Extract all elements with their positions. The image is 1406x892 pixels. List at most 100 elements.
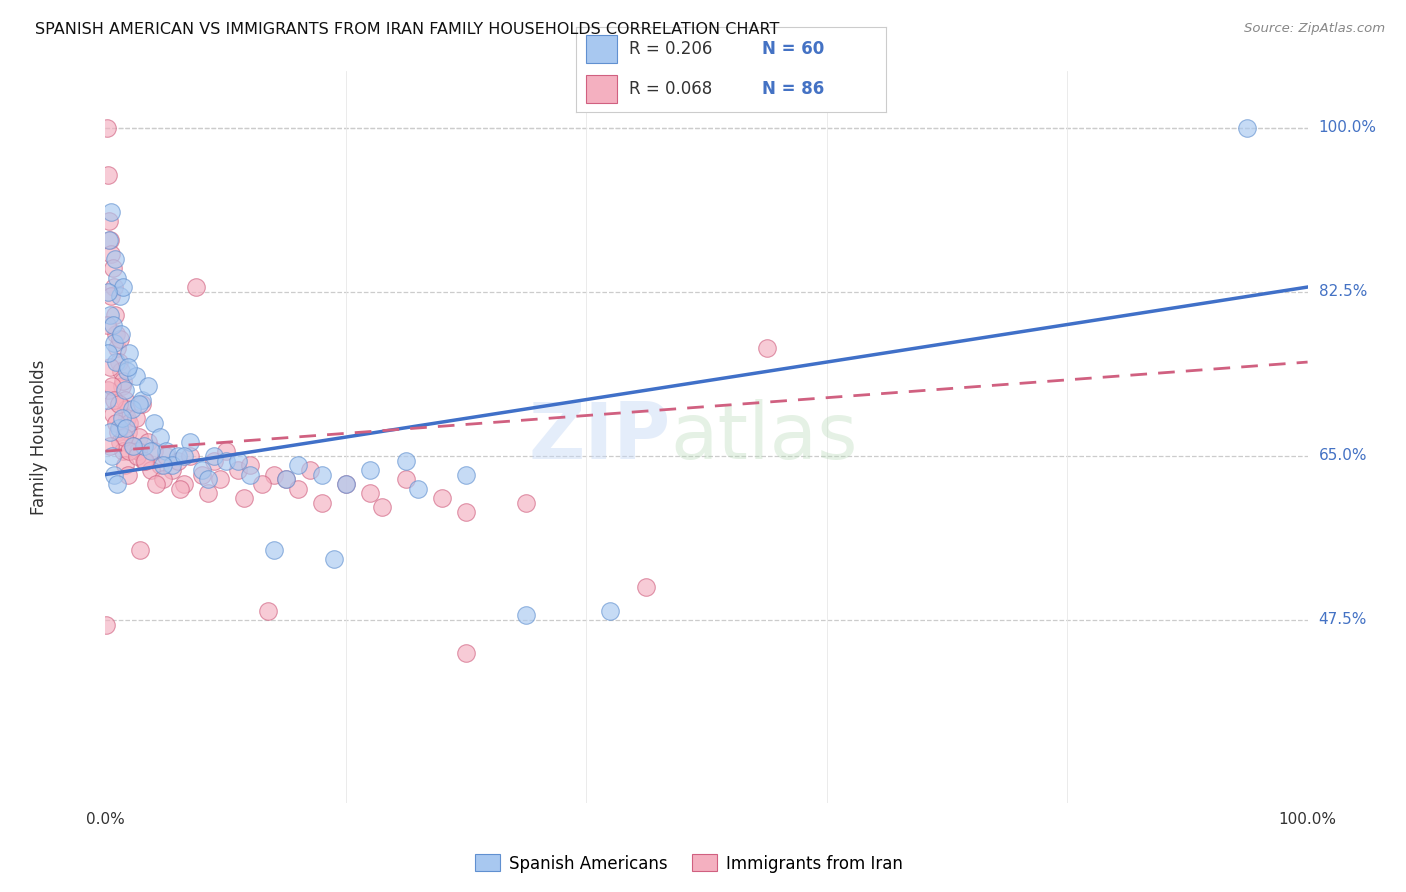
Point xyxy=(197,486,219,500)
Point xyxy=(395,453,418,467)
Point xyxy=(112,374,135,388)
Point xyxy=(274,472,297,486)
Text: R = 0.206: R = 0.206 xyxy=(628,40,713,58)
Point xyxy=(107,420,129,434)
Point xyxy=(395,472,418,486)
Point xyxy=(103,392,125,407)
Text: 82.5%: 82.5% xyxy=(1319,285,1367,299)
Point xyxy=(166,449,188,463)
Point xyxy=(298,463,321,477)
Text: N = 60: N = 60 xyxy=(762,40,824,58)
Point xyxy=(129,542,152,557)
Point xyxy=(173,477,195,491)
Point xyxy=(152,472,174,486)
Point xyxy=(104,252,127,266)
Point xyxy=(335,477,357,491)
Point xyxy=(117,425,139,440)
Text: 100.0%: 100.0% xyxy=(1278,813,1337,827)
Point xyxy=(202,449,225,463)
Point xyxy=(108,397,131,411)
Point xyxy=(125,449,148,463)
Point xyxy=(454,646,477,660)
Point xyxy=(128,397,150,411)
Point xyxy=(160,463,183,477)
Point xyxy=(112,280,135,294)
Point xyxy=(190,463,212,477)
Point xyxy=(359,463,381,477)
Point xyxy=(311,496,333,510)
Point xyxy=(322,552,344,566)
Point xyxy=(124,369,146,384)
Point xyxy=(287,458,309,473)
Point xyxy=(114,392,136,407)
Point xyxy=(132,440,155,454)
Point xyxy=(166,453,188,467)
Point xyxy=(115,401,138,416)
Point xyxy=(226,463,249,477)
Point xyxy=(96,392,118,407)
Point xyxy=(111,444,134,458)
Point xyxy=(110,434,132,449)
Point xyxy=(256,603,278,617)
Point xyxy=(148,430,170,444)
Point xyxy=(107,355,129,369)
Point xyxy=(107,425,129,440)
Text: R = 0.068: R = 0.068 xyxy=(628,80,713,98)
Point xyxy=(184,280,207,294)
Point xyxy=(110,364,132,378)
Point xyxy=(97,285,120,299)
Point xyxy=(169,482,191,496)
Point xyxy=(155,444,177,458)
Point xyxy=(118,444,141,458)
Point xyxy=(97,345,120,359)
Point xyxy=(101,318,124,332)
Point xyxy=(406,482,429,496)
Point xyxy=(100,289,122,303)
Point xyxy=(98,214,121,228)
Point xyxy=(755,341,778,355)
Point xyxy=(145,477,167,491)
Point xyxy=(214,444,236,458)
Point xyxy=(142,444,165,458)
Point xyxy=(98,425,121,440)
Point xyxy=(96,120,118,135)
Point xyxy=(110,326,132,341)
Point xyxy=(132,453,155,467)
Point xyxy=(108,289,131,303)
Point xyxy=(111,411,134,425)
Point xyxy=(105,477,128,491)
Point xyxy=(97,168,120,182)
Text: SPANISH AMERICAN VS IMMIGRANTS FROM IRAN FAMILY HOUSEHOLDS CORRELATION CHART: SPANISH AMERICAN VS IMMIGRANTS FROM IRAN… xyxy=(35,22,779,37)
Point xyxy=(103,336,125,351)
Point xyxy=(1236,120,1258,135)
Point xyxy=(107,270,129,285)
Point xyxy=(139,463,162,477)
Point xyxy=(104,308,127,322)
Point xyxy=(107,341,129,355)
Point xyxy=(214,453,236,467)
Text: ZIP: ZIP xyxy=(529,399,671,475)
Text: N = 86: N = 86 xyxy=(762,80,824,98)
Point xyxy=(430,491,453,505)
Point xyxy=(115,411,138,425)
Point xyxy=(114,458,136,473)
Text: 0.0%: 0.0% xyxy=(86,813,125,827)
Point xyxy=(208,472,231,486)
Point xyxy=(127,444,149,458)
Point xyxy=(139,444,162,458)
Point xyxy=(173,449,195,463)
Point xyxy=(250,477,273,491)
Bar xyxy=(586,75,617,103)
Point xyxy=(148,458,170,473)
Point xyxy=(118,345,141,359)
Point xyxy=(287,482,309,496)
Point xyxy=(124,411,146,425)
Point xyxy=(179,434,201,449)
Point xyxy=(128,430,150,444)
Point xyxy=(103,407,125,421)
Bar xyxy=(586,36,617,63)
Point xyxy=(111,378,134,392)
Point xyxy=(131,392,153,407)
Point xyxy=(94,617,117,632)
Point xyxy=(96,318,118,332)
